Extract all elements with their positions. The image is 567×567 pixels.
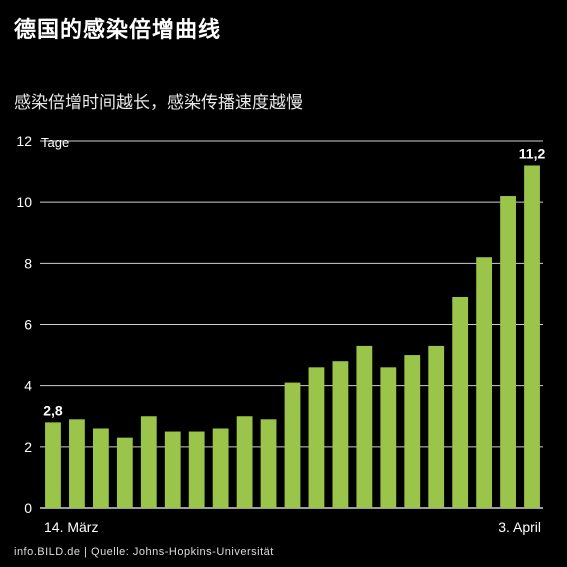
bar xyxy=(356,345,373,508)
bar xyxy=(236,416,253,508)
bar xyxy=(140,416,157,508)
bar xyxy=(212,428,229,508)
bar xyxy=(69,419,85,508)
bar xyxy=(164,431,181,508)
bar xyxy=(284,382,301,508)
y-axis-ticks: 0 2 4 6 8 10 12 xyxy=(16,133,32,516)
bar xyxy=(380,367,397,508)
bar-value-label: 2,8 xyxy=(43,402,63,418)
y-tick-label: 0 xyxy=(24,500,32,516)
chart-subtitle: 感染倍增时间越长，感染传播速度越慢 xyxy=(14,93,303,112)
bar xyxy=(476,257,493,508)
y-tick-label: 4 xyxy=(24,378,32,394)
bar-value-labels: 2,8 11,2 xyxy=(43,145,545,418)
y-tick-label: 12 xyxy=(16,133,32,149)
y-tick-label: 8 xyxy=(24,255,32,271)
source-footer: info.BILD.de | Quelle: Johns-Hopkins-Uni… xyxy=(14,546,274,558)
chart-title: 德国的感染倍增曲线 xyxy=(14,17,222,42)
bar xyxy=(116,437,133,508)
bar xyxy=(332,361,349,508)
bar xyxy=(428,345,445,508)
bar xyxy=(500,196,516,509)
bar-value-label: 11,2 xyxy=(519,145,546,161)
bar xyxy=(92,428,109,508)
y-tick-label: 10 xyxy=(16,194,32,210)
bar xyxy=(404,355,421,508)
y-tick-label: 2 xyxy=(24,439,32,455)
bar xyxy=(452,296,469,508)
y-axis-unit-label: Tage xyxy=(41,135,69,150)
bar xyxy=(524,165,540,508)
bar xyxy=(188,431,205,508)
bar xyxy=(308,367,325,508)
bar xyxy=(45,422,61,508)
x-axis-start-label: 14. März xyxy=(44,519,98,535)
bar xyxy=(260,419,277,508)
x-axis-end-label: 3. April xyxy=(498,519,541,535)
y-tick-label: 6 xyxy=(24,317,32,333)
bars xyxy=(45,165,540,509)
